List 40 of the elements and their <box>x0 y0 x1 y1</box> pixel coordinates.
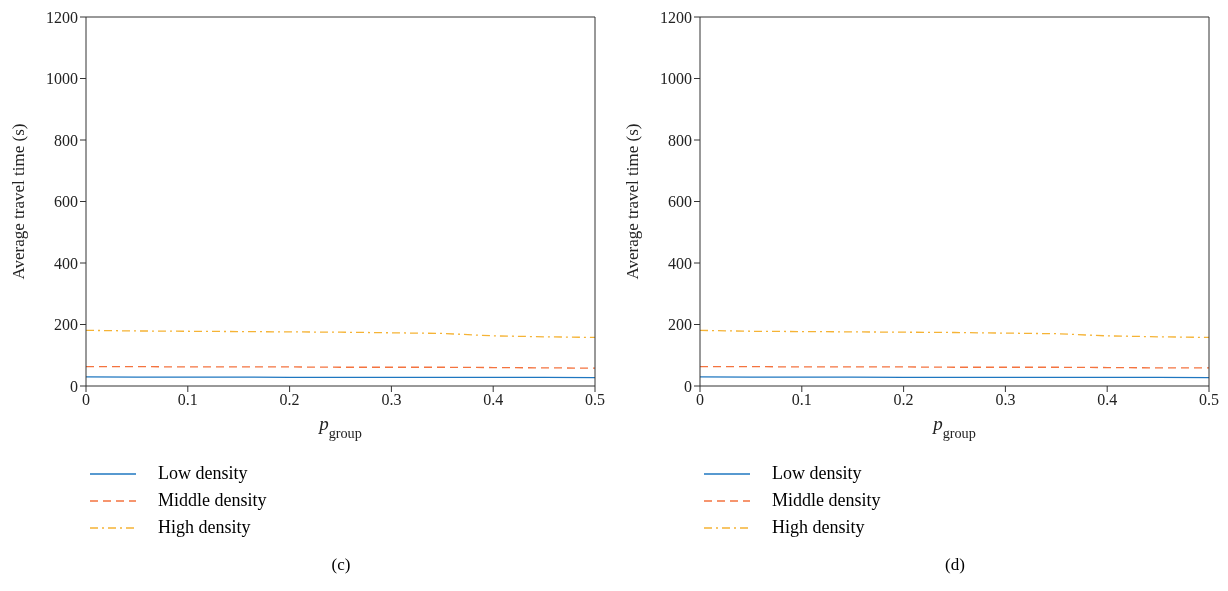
text: (c) <box>330 555 352 575</box>
x-axis-title: p$_{group}$ <box>931 413 976 441</box>
y-tick-label: 1200 <box>660 8 692 26</box>
x-tick-label: 0.2 <box>279 391 300 409</box>
legend-label: High density <box>772 517 865 538</box>
y-tick-label: 600 <box>668 193 692 211</box>
x-tick-label: 0.2 <box>893 391 914 409</box>
y-tick-label: 0 <box>70 377 78 395</box>
x-tick-label: 0.5 <box>585 391 605 409</box>
y-tick-label: 800 <box>54 131 78 149</box>
line-series <box>86 329 595 339</box>
legend-label: Low density <box>158 463 248 484</box>
text: (d) <box>944 555 966 575</box>
x-axis-title: p$_{group}$ <box>317 413 362 441</box>
y-tick-label: 400 <box>668 254 692 272</box>
y-tick-label: 1200 <box>46 8 78 26</box>
x-tick-label: 0 <box>696 391 704 409</box>
x-tick-label: 0.3 <box>995 391 1016 409</box>
legend-label: Low density <box>772 463 862 484</box>
y-tick-label: 0 <box>684 377 692 395</box>
x-tick-label: 0.1 <box>177 391 198 409</box>
legend-label: Middle density <box>158 490 267 511</box>
y-axis-title: Average travel time (s) <box>9 123 29 280</box>
y-tick-label: 200 <box>668 316 692 334</box>
y-tick-label: 400 <box>54 254 78 272</box>
x-tick-label: 0.3 <box>381 391 402 409</box>
legend-label: Middle density <box>772 490 881 511</box>
legend-label: High density <box>158 517 251 538</box>
x-tick-label: 0.5 <box>1199 391 1219 409</box>
y-tick-label: 1000 <box>46 70 78 88</box>
y-tick-label: 200 <box>54 316 78 334</box>
x-tick-label: 0 <box>82 391 90 409</box>
x-tick-label: 0.4 <box>483 391 504 409</box>
y-tick-label: 800 <box>668 131 692 149</box>
x-tick-label: 0.1 <box>791 391 812 409</box>
line-series <box>700 329 1209 339</box>
y-axis-title: Average travel time (s) <box>623 123 643 280</box>
x-tick-label: 0.4 <box>1097 391 1118 409</box>
y-tick-label: 1000 <box>660 70 692 88</box>
y-tick-label: 600 <box>54 193 78 211</box>
